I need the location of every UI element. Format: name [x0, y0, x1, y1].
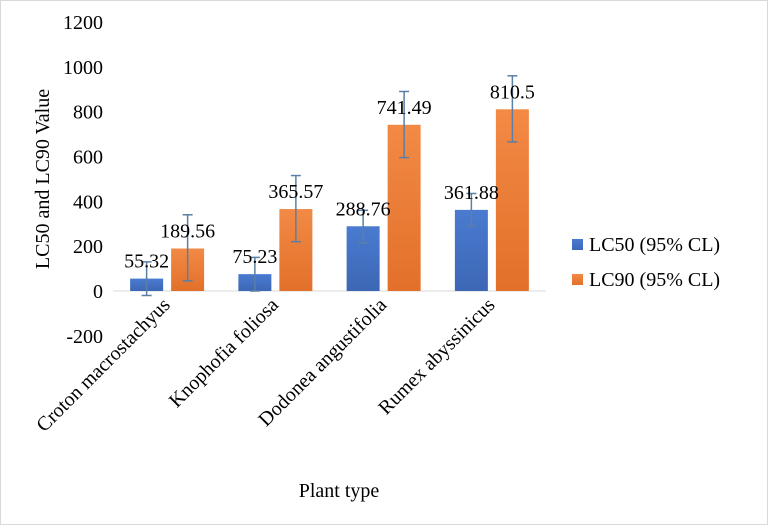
error-bars [141, 75, 518, 297]
y-tick-label: 600 [73, 147, 103, 169]
data-label: 55.32 [124, 251, 169, 273]
data-labels: 55.32 189.56 75.23 365.57 288.76 741.49 361.88… [124, 81, 535, 272]
y-tick-label: -200 [66, 326, 103, 348]
error-bar [466, 192, 477, 227]
y-axis-ticks: -200 0 200 400 600 800 1000 1200 [63, 12, 103, 348]
error-bar [358, 209, 369, 244]
data-label: 361.88 [444, 182, 499, 204]
legend-item: LC90 (95% CL) [572, 269, 720, 291]
legend-item: LC50 (95% CL) [572, 234, 720, 256]
error-bar [507, 75, 518, 143]
category-label: Rumex abyssinicus [374, 294, 499, 419]
legend-swatch [572, 239, 583, 250]
y-tick-label: 400 [73, 191, 103, 213]
data-label: 810.5 [490, 81, 535, 103]
error-bar [182, 214, 193, 282]
error-bar [249, 256, 260, 292]
legend: LC50 (95% CL) LC90 (95% CL) [572, 234, 720, 291]
error-bar [399, 90, 410, 159]
legend-swatch [572, 274, 583, 285]
y-tick-label: 1000 [63, 57, 103, 79]
legend-label: LC90 (95% CL) [589, 269, 720, 291]
y-tick-label: 800 [73, 102, 103, 124]
error-bar [290, 174, 301, 243]
y-tick-label: 200 [73, 236, 103, 258]
x-axis-title: Plant type [299, 480, 380, 502]
data-label: 189.56 [160, 221, 215, 243]
category-label: Knophofia foliosa [165, 294, 283, 412]
data-label: 288.76 [336, 198, 391, 220]
legend-label: LC50 (95% CL) [589, 234, 720, 256]
data-label: 741.49 [377, 97, 432, 119]
error-bar [141, 261, 152, 297]
data-label: 365.57 [268, 181, 323, 203]
y-tick-label: 1200 [63, 12, 103, 34]
category-label: Croton macrostachyus [32, 294, 175, 437]
y-axis-title: LC50 and LC90 Value [32, 89, 54, 269]
y-tick-label: 0 [93, 281, 103, 303]
data-label: 75.23 [232, 246, 277, 268]
